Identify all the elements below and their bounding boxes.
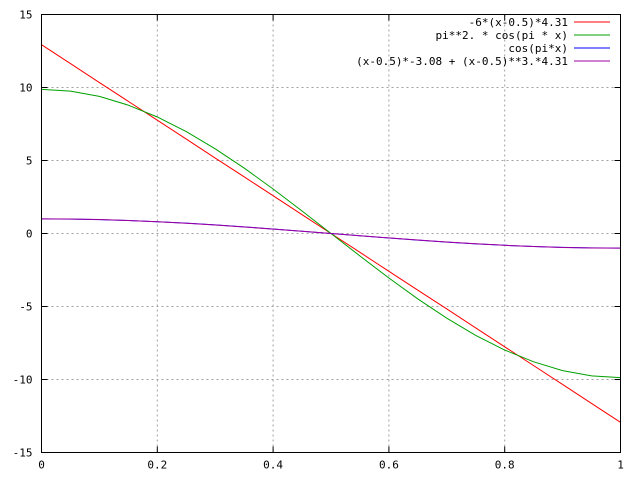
x-tick-label: 0.4 bbox=[263, 459, 283, 472]
legend-label: (x-0.5)*-3.08 + (x-0.5)**3.*4.31 bbox=[356, 55, 568, 68]
plot-frame bbox=[41, 14, 621, 453]
x-tick-label: 0.2 bbox=[147, 459, 167, 472]
y-tick-label: 0 bbox=[26, 228, 33, 241]
x-tick-label: 0 bbox=[38, 459, 45, 472]
x-tick-label: 1 bbox=[617, 459, 624, 472]
series-group bbox=[41, 44, 621, 423]
legend-label: -6*(x-0.5)*4.31 bbox=[469, 16, 568, 29]
y-tick-label: 5 bbox=[26, 155, 33, 168]
legend-label: pi**2. * cos(pi * x) bbox=[436, 29, 568, 42]
x-tick-label: 0.6 bbox=[379, 459, 399, 472]
y-tick-label: -15 bbox=[13, 447, 33, 460]
axis-ticks: 0 0.2 0.4 0.6 0.8 1 -15 -10 -5 0 5 10 15 bbox=[13, 9, 624, 472]
y-tick-label: -10 bbox=[13, 374, 33, 387]
y-tick-label: -5 bbox=[19, 301, 32, 314]
series-line-3 bbox=[41, 218, 621, 249]
y-tick-label: 10 bbox=[19, 82, 32, 95]
y-tick-label: 15 bbox=[19, 9, 32, 22]
x-tick-label: 0.8 bbox=[495, 459, 515, 472]
grid bbox=[41, 14, 621, 453]
legend-label: cos(pi*x) bbox=[508, 42, 568, 55]
